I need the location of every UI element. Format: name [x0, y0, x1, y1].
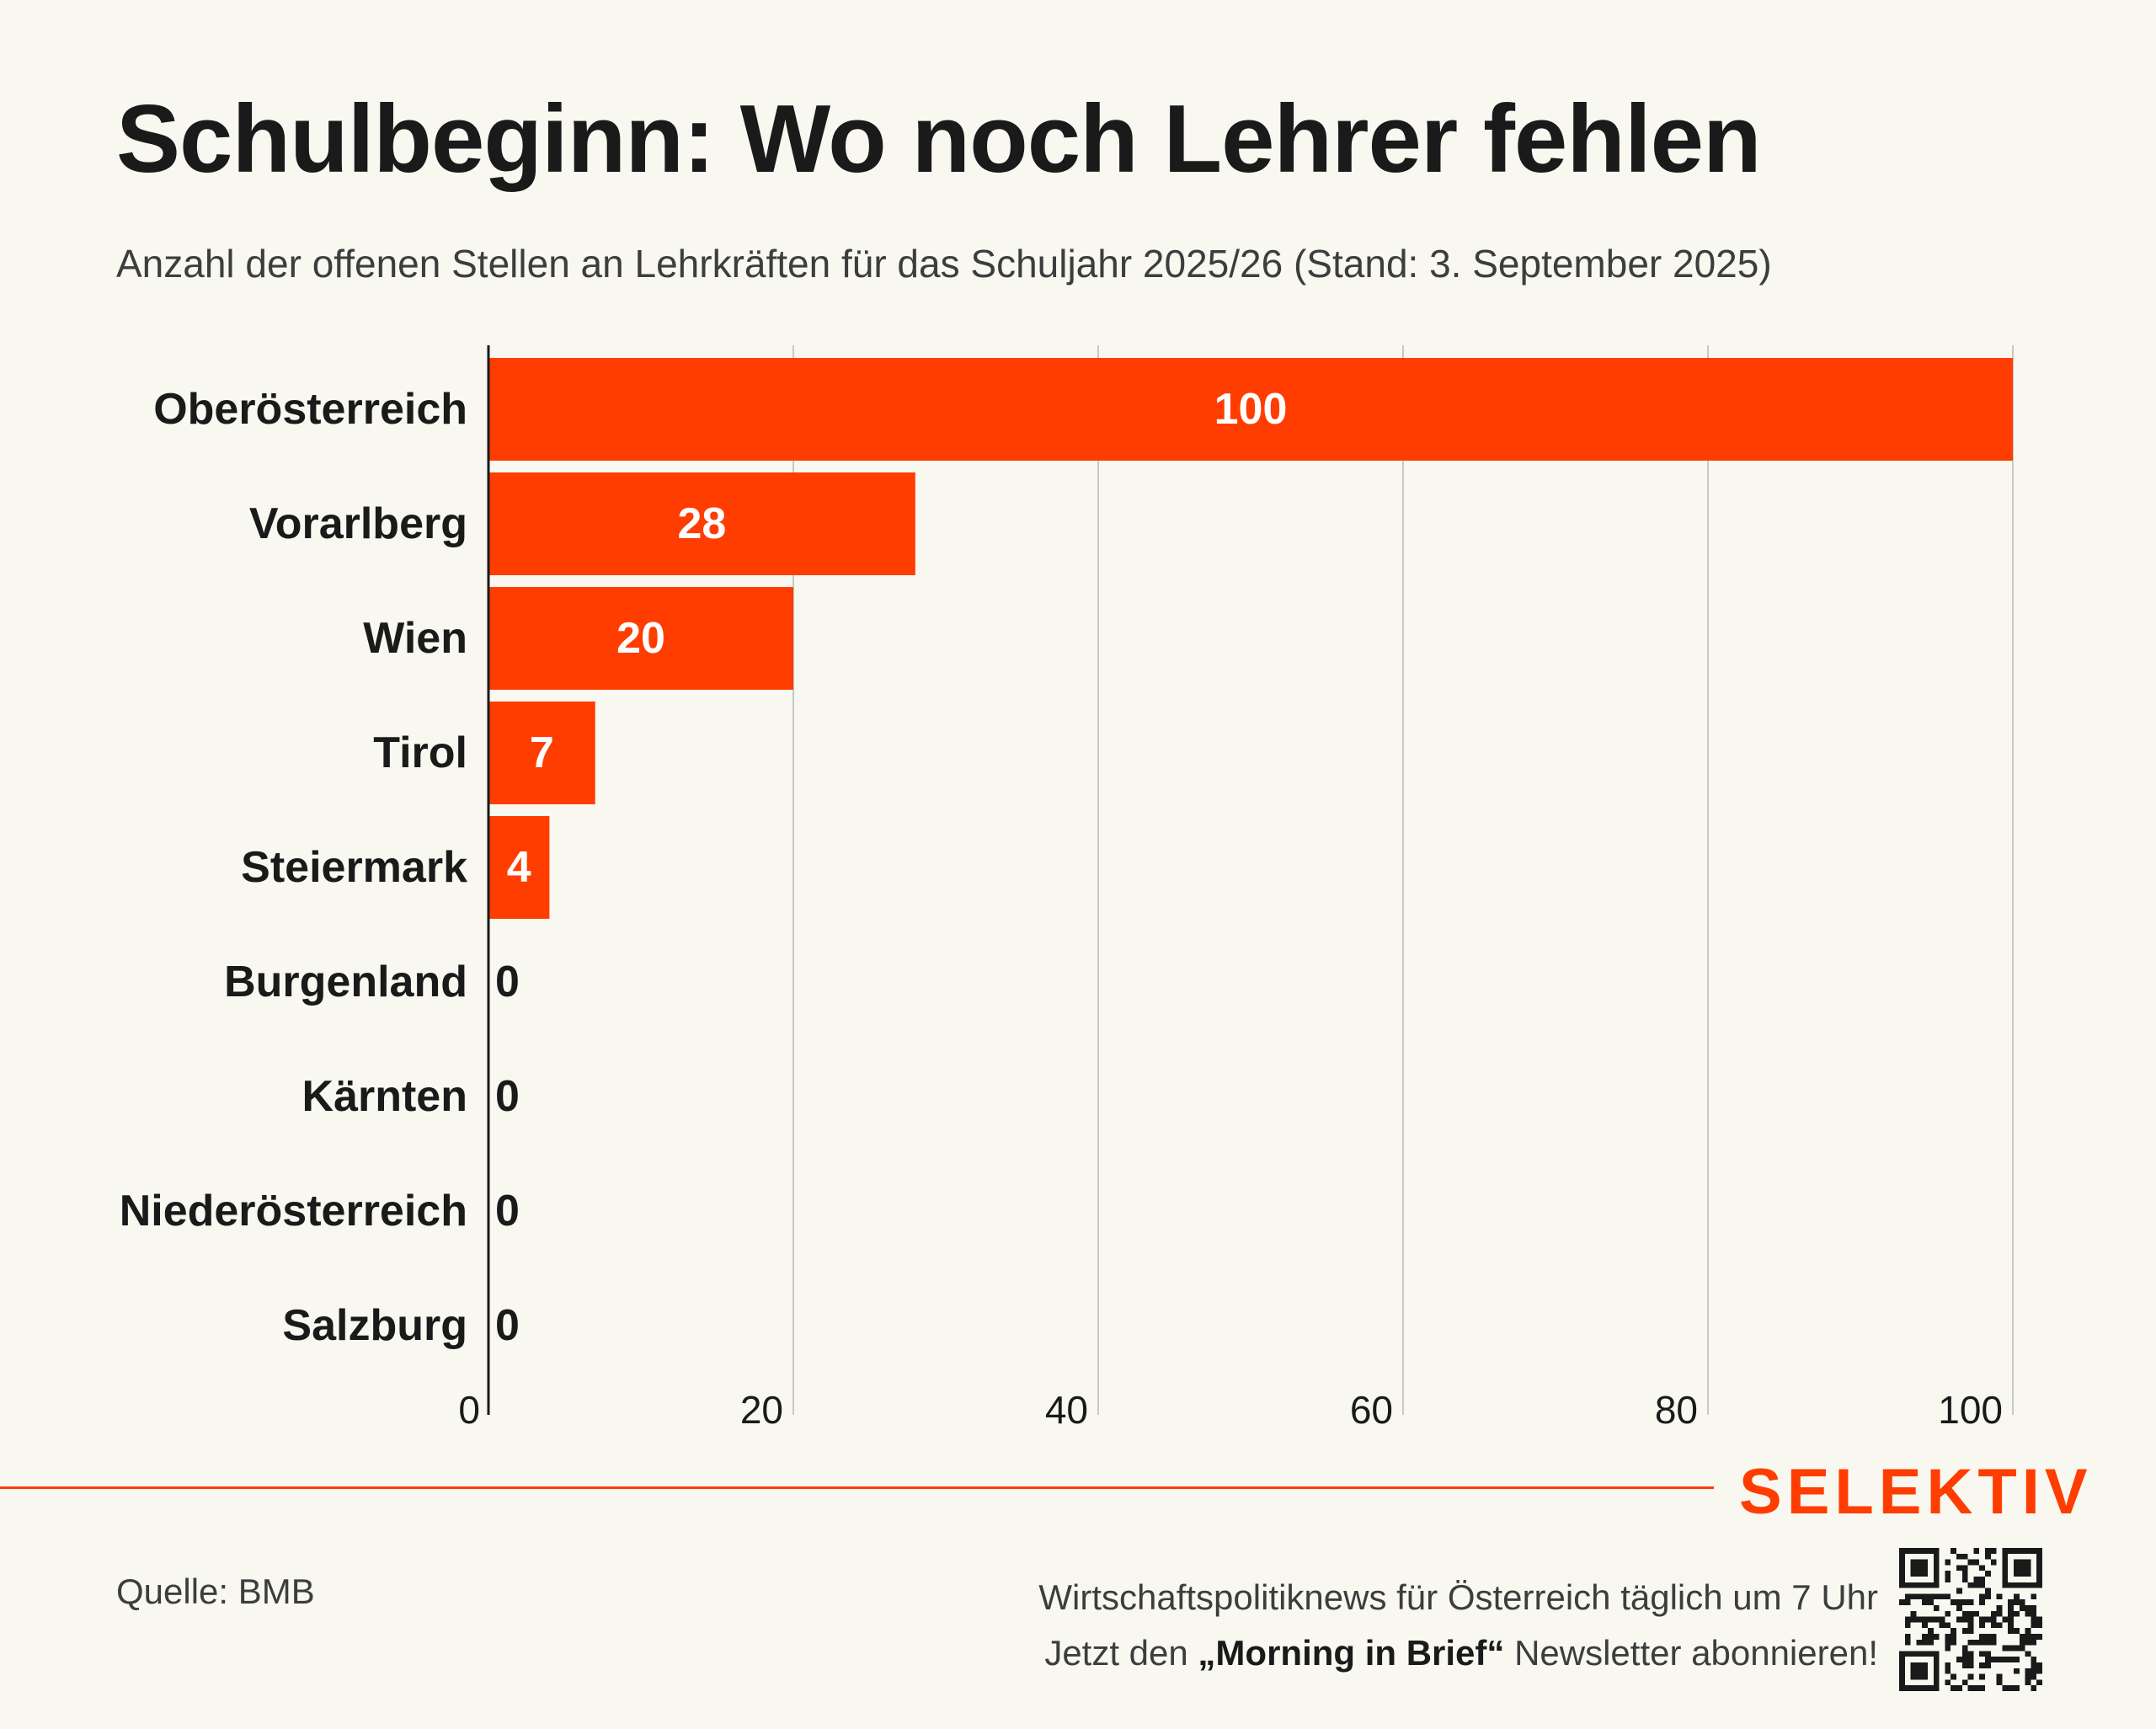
promo-line-2-post: Newsletter abonnieren! — [1504, 1633, 1878, 1673]
value-label: 0 — [495, 1072, 520, 1121]
bar — [488, 472, 915, 575]
value-label: 7 — [530, 728, 554, 777]
category-label: Steiermark — [241, 843, 467, 892]
category-label: Wien — [363, 614, 467, 663]
source-note: Quelle: BMB — [116, 1572, 315, 1611]
axis: 0 20 40 60 80 100 — [458, 345, 2003, 1432]
category-label: Vorarlberg — [249, 499, 467, 548]
promo-line-1: Wirtschaftspolitiknews für Österreich tä… — [1038, 1577, 1878, 1617]
x-tick-label: 80 — [1655, 1388, 1698, 1432]
x-tick-label: 20 — [740, 1388, 783, 1432]
x-tick-label: 0 — [458, 1388, 480, 1432]
value-label: 20 — [616, 614, 665, 663]
bar — [488, 816, 550, 919]
value-label: 0 — [495, 958, 520, 1006]
brand-logo: SELEKTIV — [1739, 1456, 2093, 1528]
category-label: Niederösterreich — [120, 1187, 467, 1235]
value-label: 0 — [495, 1187, 520, 1235]
bars — [488, 358, 2013, 919]
category-label: Oberösterreich — [153, 385, 467, 434]
chart-title: Schulbeginn: Wo noch Lehrer fehlen — [116, 86, 1762, 193]
bar-chart: 0 20 40 60 80 100 Oberösterreich 100Vorarlberg… — [120, 345, 2014, 1432]
newsletter-promo: Wirtschaftspolitiknews für Österreich tä… — [1038, 1570, 1878, 1681]
bar — [488, 702, 595, 804]
x-tick-label: 60 — [1350, 1388, 1393, 1432]
promo-line-2: Jetzt den „Morning in Brief“ Newsletter … — [1038, 1625, 1878, 1681]
footer-divider — [0, 1486, 1714, 1489]
x-tick-label: 100 — [1938, 1388, 2003, 1432]
labels: Oberösterreich 100 Vorarlberg 28 Wien 20 Tirol… — [120, 385, 1288, 1350]
value-label: 28 — [677, 499, 726, 548]
newsletter-name: „Morning in Brief“ — [1198, 1633, 1505, 1673]
value-label: 100 — [1214, 385, 1288, 434]
x-tick-label: 40 — [1045, 1388, 1088, 1432]
promo-line-2-pre: Jetzt den — [1044, 1633, 1198, 1673]
bar — [488, 358, 2013, 461]
category-label: Burgenland — [224, 958, 467, 1006]
category-label: Tirol — [373, 728, 467, 777]
value-label: 4 — [507, 843, 531, 892]
value-label: 0 — [495, 1301, 520, 1350]
grid-lines — [792, 345, 2014, 1415]
category-label: Salzburg — [282, 1301, 467, 1350]
qr-code-icon[interactable] — [1899, 1548, 2042, 1691]
category-label: Kärnten — [302, 1072, 467, 1121]
chart-subtitle: Anzahl der offenen Stellen an Lehrkräfte… — [116, 242, 1772, 285]
bar — [488, 587, 793, 690]
